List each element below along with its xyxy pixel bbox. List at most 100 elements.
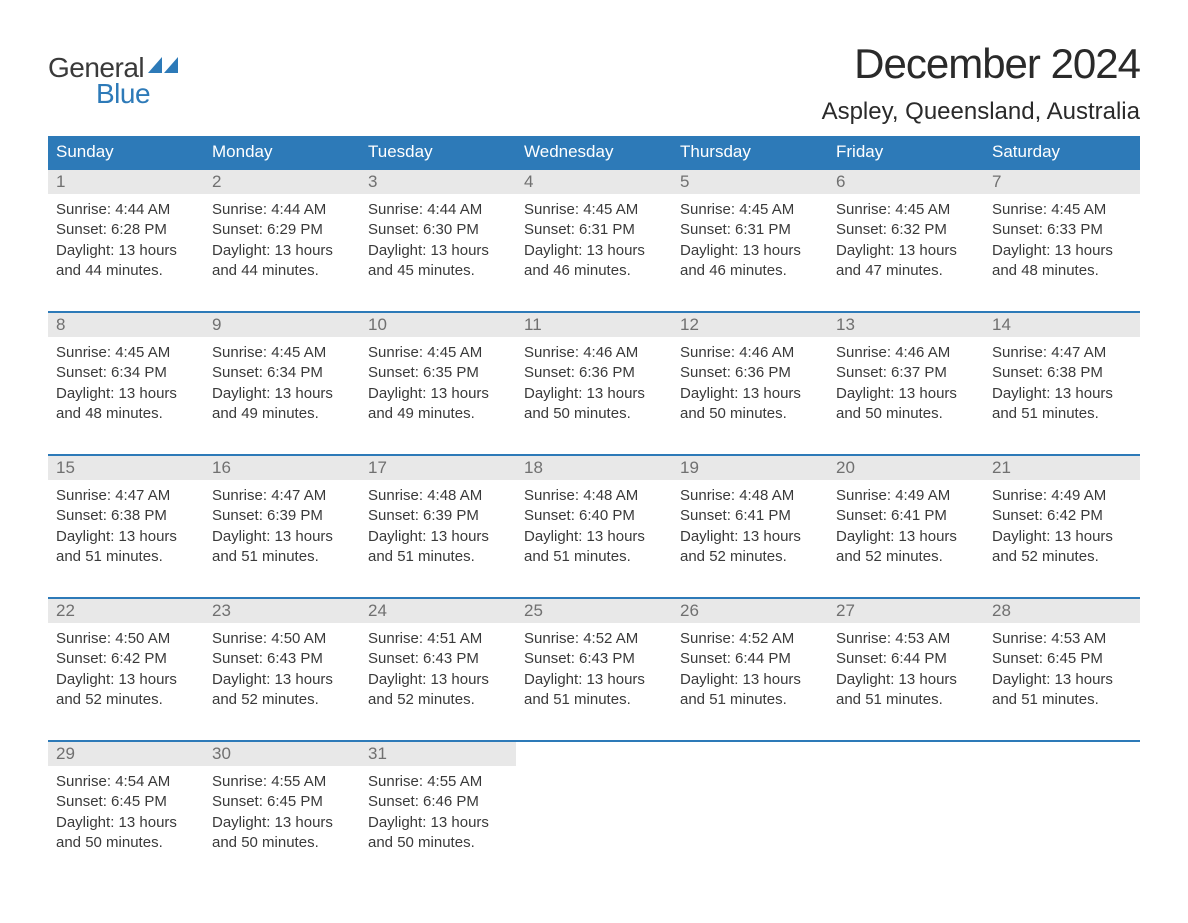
- day-number: 25: [516, 598, 672, 623]
- day-number: 28: [984, 598, 1140, 623]
- day-number: 24: [360, 598, 516, 623]
- daynum-row: 15161718192021: [48, 455, 1140, 480]
- sunset-text: Sunset: 6:42 PM: [56, 649, 196, 669]
- day-number: 6: [828, 169, 984, 194]
- sunset-text: Sunset: 6:33 PM: [992, 220, 1132, 240]
- day-cell: Sunrise: 4:45 AMSunset: 6:31 PMDaylight:…: [516, 194, 672, 312]
- daynum-row: 1234567: [48, 169, 1140, 194]
- daylight-text: Daylight: 13 hours and 51 minutes.: [56, 527, 196, 568]
- sunrise-text: Sunrise: 4:45 AM: [836, 200, 976, 220]
- sunrise-text: Sunrise: 4:45 AM: [680, 200, 820, 220]
- day-number: 15: [48, 455, 204, 480]
- day-number: 10: [360, 312, 516, 337]
- day-number: 18: [516, 455, 672, 480]
- day-cell: Sunrise: 4:51 AMSunset: 6:43 PMDaylight:…: [360, 623, 516, 741]
- sunrise-text: Sunrise: 4:50 AM: [212, 629, 352, 649]
- daylight-text: Daylight: 13 hours and 49 minutes.: [212, 384, 352, 425]
- day-cell: Sunrise: 4:50 AMSunset: 6:42 PMDaylight:…: [48, 623, 204, 741]
- day-cell: [516, 766, 672, 883]
- sunrise-text: Sunrise: 4:49 AM: [836, 486, 976, 506]
- day-header: Tuesday: [360, 136, 516, 169]
- daylight-text: Daylight: 13 hours and 52 minutes.: [368, 670, 508, 711]
- day-cell: Sunrise: 4:47 AMSunset: 6:38 PMDaylight:…: [984, 337, 1140, 455]
- sunset-text: Sunset: 6:43 PM: [368, 649, 508, 669]
- day-number: 1: [48, 169, 204, 194]
- daylight-text: Daylight: 13 hours and 46 minutes.: [680, 241, 820, 282]
- day-number: 8: [48, 312, 204, 337]
- sunrise-text: Sunrise: 4:46 AM: [524, 343, 664, 363]
- day-header-row: Sunday Monday Tuesday Wednesday Thursday…: [48, 136, 1140, 169]
- day-cell: Sunrise: 4:45 AMSunset: 6:33 PMDaylight:…: [984, 194, 1140, 312]
- day-cell: Sunrise: 4:49 AMSunset: 6:41 PMDaylight:…: [828, 480, 984, 598]
- day-cell: Sunrise: 4:48 AMSunset: 6:39 PMDaylight:…: [360, 480, 516, 598]
- sunrise-text: Sunrise: 4:55 AM: [368, 772, 508, 792]
- day-cell: [672, 766, 828, 883]
- day-cell: Sunrise: 4:48 AMSunset: 6:41 PMDaylight:…: [672, 480, 828, 598]
- day-number: 2: [204, 169, 360, 194]
- sunset-text: Sunset: 6:42 PM: [992, 506, 1132, 526]
- sunset-text: Sunset: 6:38 PM: [56, 506, 196, 526]
- sunrise-text: Sunrise: 4:44 AM: [212, 200, 352, 220]
- daylight-text: Daylight: 13 hours and 47 minutes.: [836, 241, 976, 282]
- day-cell: Sunrise: 4:45 AMSunset: 6:34 PMDaylight:…: [204, 337, 360, 455]
- daylight-text: Daylight: 13 hours and 52 minutes.: [992, 527, 1132, 568]
- sunset-text: Sunset: 6:32 PM: [836, 220, 976, 240]
- day-number: 16: [204, 455, 360, 480]
- daynum-row: 891011121314: [48, 312, 1140, 337]
- title-block: December 2024 Aspley, Queensland, Austra…: [822, 40, 1140, 126]
- day-cell: Sunrise: 4:55 AMSunset: 6:46 PMDaylight:…: [360, 766, 516, 883]
- day-cell: [828, 766, 984, 883]
- daylight-text: Daylight: 13 hours and 51 minutes.: [680, 670, 820, 711]
- daylight-text: Daylight: 13 hours and 48 minutes.: [992, 241, 1132, 282]
- day-cell: Sunrise: 4:53 AMSunset: 6:44 PMDaylight:…: [828, 623, 984, 741]
- daylight-text: Daylight: 13 hours and 51 minutes.: [992, 384, 1132, 425]
- sunrise-text: Sunrise: 4:45 AM: [368, 343, 508, 363]
- day-cell: Sunrise: 4:52 AMSunset: 6:44 PMDaylight:…: [672, 623, 828, 741]
- daylight-text: Daylight: 13 hours and 50 minutes.: [368, 813, 508, 854]
- sunset-text: Sunset: 6:34 PM: [56, 363, 196, 383]
- detail-row: Sunrise: 4:50 AMSunset: 6:42 PMDaylight:…: [48, 623, 1140, 741]
- daylight-text: Daylight: 13 hours and 52 minutes.: [836, 527, 976, 568]
- sunrise-text: Sunrise: 4:54 AM: [56, 772, 196, 792]
- sunrise-text: Sunrise: 4:53 AM: [992, 629, 1132, 649]
- day-cell: Sunrise: 4:45 AMSunset: 6:35 PMDaylight:…: [360, 337, 516, 455]
- day-number: 4: [516, 169, 672, 194]
- sunrise-text: Sunrise: 4:44 AM: [368, 200, 508, 220]
- day-number: 31: [360, 741, 516, 766]
- day-cell: Sunrise: 4:54 AMSunset: 6:45 PMDaylight:…: [48, 766, 204, 883]
- daynum-row: 293031: [48, 741, 1140, 766]
- sunset-text: Sunset: 6:29 PM: [212, 220, 352, 240]
- day-cell: Sunrise: 4:46 AMSunset: 6:36 PMDaylight:…: [516, 337, 672, 455]
- day-cell: [984, 766, 1140, 883]
- sunrise-text: Sunrise: 4:47 AM: [992, 343, 1132, 363]
- day-number: 21: [984, 455, 1140, 480]
- daylight-text: Daylight: 13 hours and 52 minutes.: [680, 527, 820, 568]
- day-header: Sunday: [48, 136, 204, 169]
- daylight-text: Daylight: 13 hours and 51 minutes.: [524, 670, 664, 711]
- detail-row: Sunrise: 4:47 AMSunset: 6:38 PMDaylight:…: [48, 480, 1140, 598]
- day-number: 26: [672, 598, 828, 623]
- day-cell: Sunrise: 4:45 AMSunset: 6:31 PMDaylight:…: [672, 194, 828, 312]
- day-number: [516, 741, 672, 766]
- sunrise-text: Sunrise: 4:47 AM: [212, 486, 352, 506]
- day-cell: Sunrise: 4:46 AMSunset: 6:37 PMDaylight:…: [828, 337, 984, 455]
- sunrise-text: Sunrise: 4:47 AM: [56, 486, 196, 506]
- day-cell: Sunrise: 4:45 AMSunset: 6:34 PMDaylight:…: [48, 337, 204, 455]
- sunrise-text: Sunrise: 4:46 AM: [680, 343, 820, 363]
- daylight-text: Daylight: 13 hours and 50 minutes.: [524, 384, 664, 425]
- daylight-text: Daylight: 13 hours and 44 minutes.: [212, 241, 352, 282]
- sunrise-text: Sunrise: 4:48 AM: [524, 486, 664, 506]
- day-number: 12: [672, 312, 828, 337]
- daylight-text: Daylight: 13 hours and 50 minutes.: [836, 384, 976, 425]
- day-cell: Sunrise: 4:53 AMSunset: 6:45 PMDaylight:…: [984, 623, 1140, 741]
- day-header: Thursday: [672, 136, 828, 169]
- sunrise-text: Sunrise: 4:46 AM: [836, 343, 976, 363]
- sunrise-text: Sunrise: 4:50 AM: [56, 629, 196, 649]
- sunset-text: Sunset: 6:45 PM: [992, 649, 1132, 669]
- daylight-text: Daylight: 13 hours and 51 minutes.: [368, 527, 508, 568]
- day-number: 30: [204, 741, 360, 766]
- day-cell: Sunrise: 4:48 AMSunset: 6:40 PMDaylight:…: [516, 480, 672, 598]
- day-number: 13: [828, 312, 984, 337]
- day-number: 22: [48, 598, 204, 623]
- sunset-text: Sunset: 6:31 PM: [524, 220, 664, 240]
